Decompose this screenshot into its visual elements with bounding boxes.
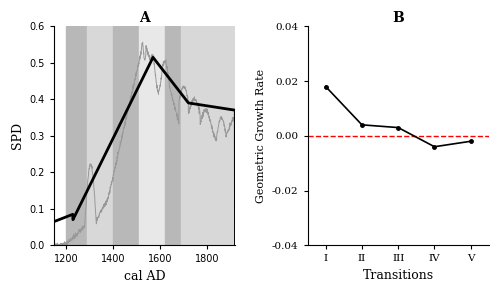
Y-axis label: Geometric Growth Rate: Geometric Growth Rate [256, 69, 266, 203]
Bar [139, 26, 165, 245]
Title: B: B [392, 11, 404, 25]
Bar [182, 26, 236, 245]
Bar [66, 26, 87, 245]
Bar [113, 26, 139, 245]
X-axis label: Transitions: Transitions [362, 269, 434, 282]
Title: A: A [140, 11, 150, 25]
Y-axis label: SPD: SPD [11, 122, 24, 149]
Bar [165, 26, 182, 245]
Bar [87, 26, 113, 245]
X-axis label: cal AD: cal AD [124, 270, 166, 283]
